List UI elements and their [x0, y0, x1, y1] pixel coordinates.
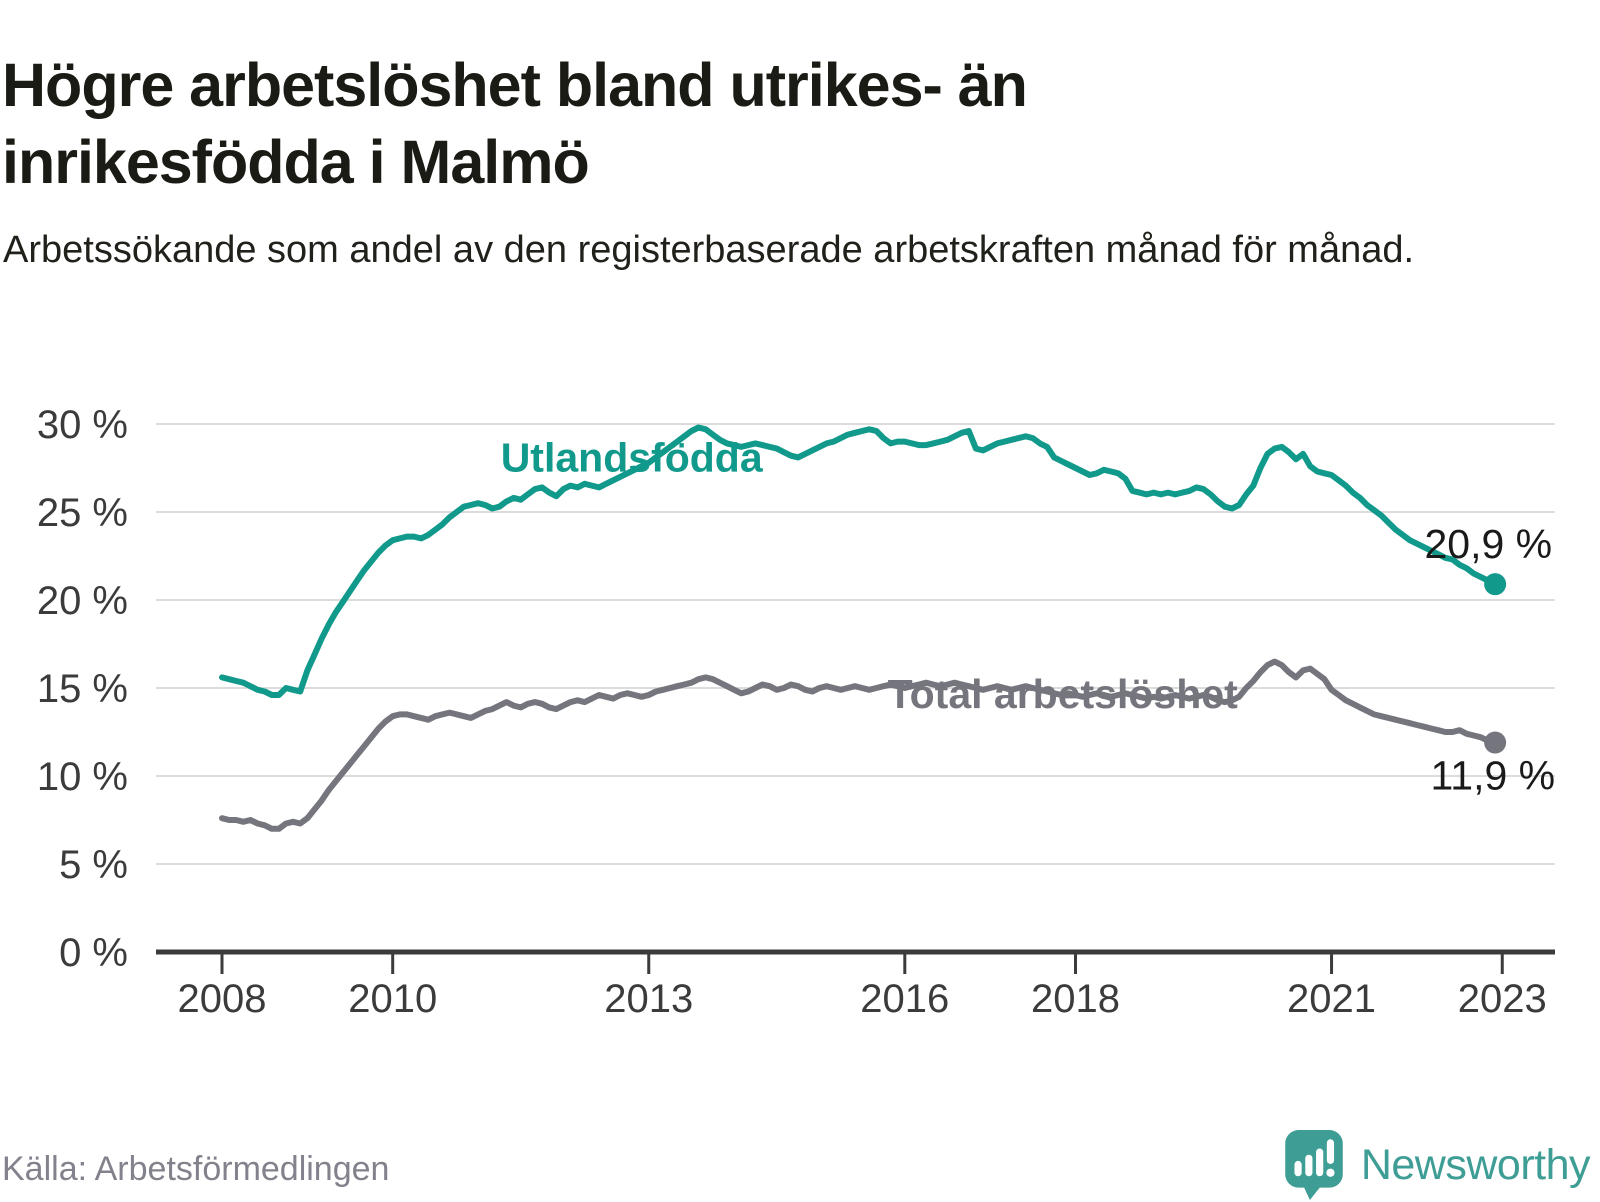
end-value-label-utlandsfodda: 20,9 %	[1424, 521, 1552, 567]
series-line-utlandsfodda	[219, 424, 1499, 698]
y-tick-label-10: 10 %	[37, 755, 128, 799]
brand-name: Newsworthy	[1360, 1140, 1591, 1189]
y-tick-label-30: 30 %	[37, 403, 128, 447]
series-end-dot-total	[1484, 731, 1507, 754]
series-label-total: Total arbetslöshet	[888, 671, 1238, 717]
brand-footer: Newsworthy	[1283, 1128, 1591, 1202]
x-tick-label-2013: 2013	[604, 977, 693, 1021]
y-tick-label-0: 0 %	[59, 931, 128, 975]
y-tick-label-20: 20 %	[37, 579, 128, 623]
newsworthy-logo-icon	[1285, 1130, 1343, 1200]
y-tick-label-15: 15 %	[37, 667, 128, 711]
x-tick-label-2023: 2023	[1458, 977, 1547, 1021]
series-end-dot-utlandsfodda	[1484, 573, 1507, 596]
x-tick-label-2010: 2010	[348, 977, 437, 1021]
x-tick-label-2021: 2021	[1287, 977, 1376, 1021]
end-value-label-total: 11,9 %	[1431, 753, 1556, 799]
y-tick-label-25: 25 %	[37, 491, 128, 535]
series-label-utlandsfodda: Utlandsfödda	[501, 434, 764, 480]
series-line-total	[219, 658, 1499, 832]
page-title: Högre arbetslöshet bland utrikes- än inr…	[2, 50, 1028, 197]
x-tick-label-2018: 2018	[1031, 977, 1120, 1021]
source-note: Källa: Arbetsförmedlingen	[2, 1150, 390, 1188]
chart-subtitle: Arbetssökande som andel av den registerb…	[3, 229, 1415, 271]
x-tick-label-2016: 2016	[860, 977, 949, 1021]
y-tick-label-5: 5 %	[59, 843, 128, 887]
x-tick-label-2008: 2008	[178, 977, 267, 1021]
